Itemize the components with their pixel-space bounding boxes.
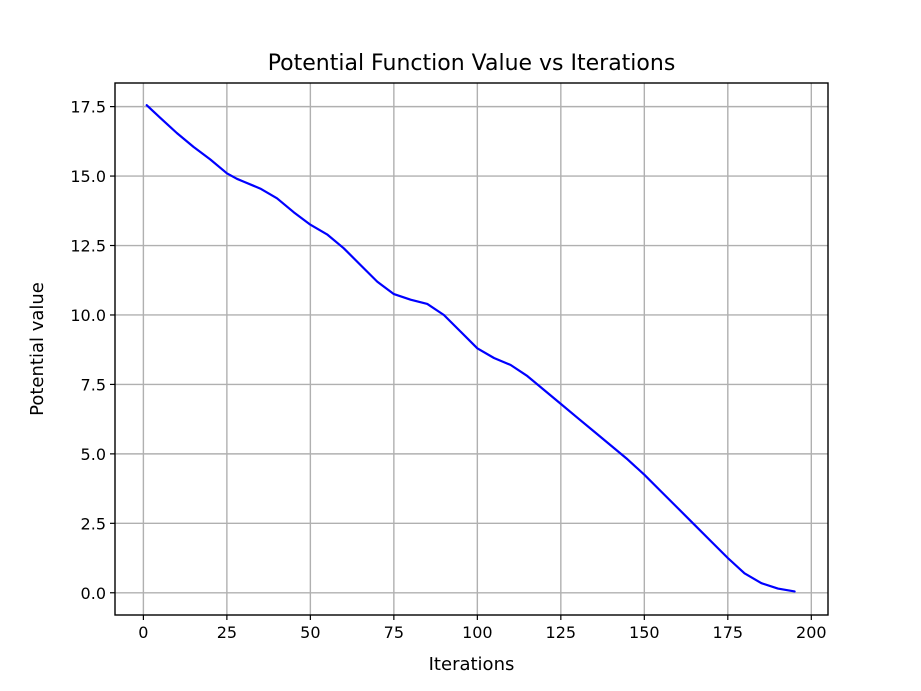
y-tick-label: 2.5 [81,514,106,533]
y-tick-label: 15.0 [70,167,106,186]
x-tick-label: 150 [629,623,660,642]
ticks: 0 25 50 75 100 125 150 175 200 0.0 2.5 5.0 7.5 10.0 12… [70,98,826,642]
y-tick-label: 0.0 [81,584,106,603]
plot-frame [114,82,829,616]
x-axis-label: Iterations [429,654,515,675]
y-tick-label: 10.0 [70,306,106,325]
chart-title: Potential Function Value vs Iterations [268,51,676,76]
x-tick-label: 25 [217,623,237,642]
y-axis-label: Potential value [27,282,48,416]
x-tick-label: 75 [384,623,404,642]
x-tick-label: 200 [796,623,827,642]
x-tick-label: 50 [300,623,320,642]
y-tick-label: 5.0 [81,445,106,464]
grid [115,83,828,615]
series-line [145,104,796,593]
y-tick-label: 7.5 [81,375,106,394]
y-tick-label: 17.5 [70,98,106,117]
y-tick-label: 12.5 [70,237,106,256]
x-tick-label: 175 [713,623,744,642]
x-tick-label: 0 [138,623,148,642]
x-tick-label: 125 [546,623,577,642]
series-layer [145,104,796,593]
x-tick-label: 100 [462,623,493,642]
